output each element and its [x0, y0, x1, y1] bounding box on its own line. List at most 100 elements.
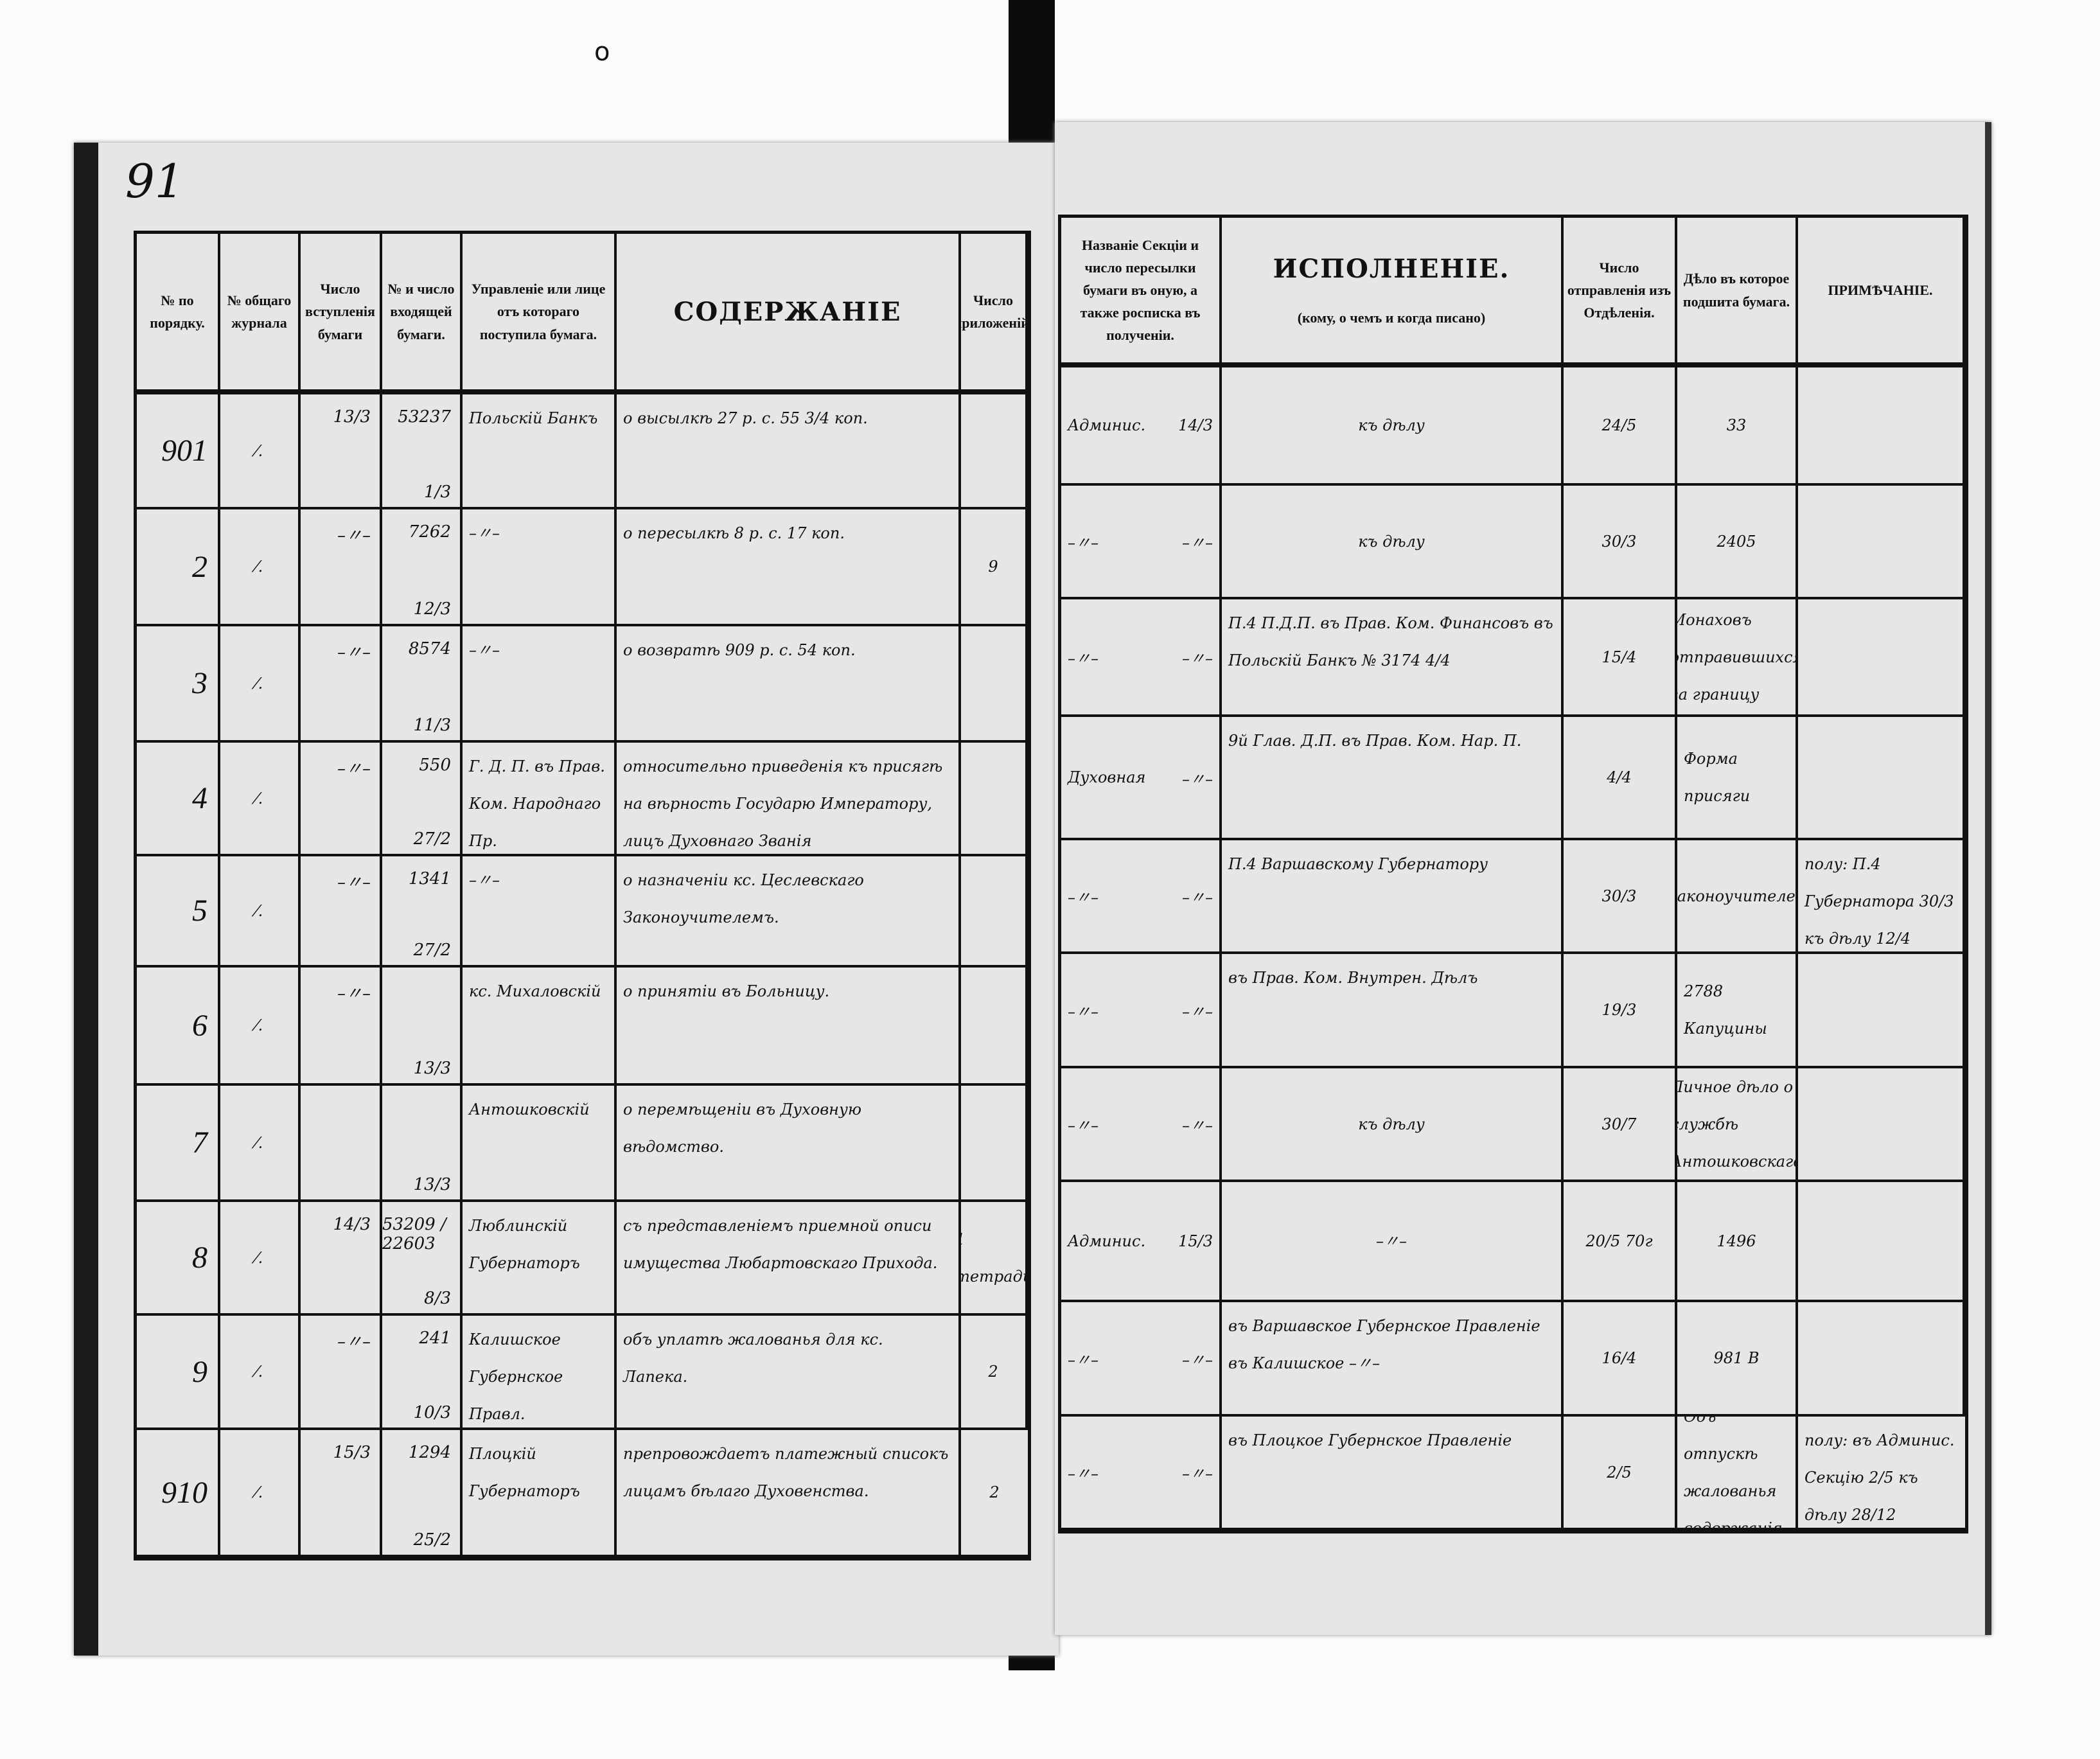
sent-date: 30/7 [1564, 1068, 1677, 1182]
received-date: –〃– [301, 968, 382, 1086]
entry-number: 3 [137, 626, 220, 743]
case-file: Объ отпускѣ жалованья содержанія [1677, 1417, 1798, 1530]
section-name: –〃– [1068, 1002, 1099, 1021]
content: о возвратѣ 909 р. с. 54 коп. [617, 626, 961, 743]
content: о пересылкѣ 8 р. с. 17 коп. [617, 509, 961, 626]
section-date: –〃– [1182, 534, 1213, 552]
journal-mark: ⁄. [220, 743, 301, 856]
incoming-number: 8574 11/3 [382, 626, 463, 743]
received-date-value: –〃– [337, 643, 371, 662]
received-date-value: 13/3 [333, 407, 371, 427]
received-date: 13/3 [301, 394, 382, 509]
journal-mark: ⁄. [220, 968, 301, 1086]
section: –〃– –〃– [1061, 1417, 1222, 1530]
sent-date: 30/3 [1564, 840, 1677, 954]
section-name: –〃– [1068, 1117, 1099, 1135]
received-date: –〃– [301, 509, 382, 626]
section-name: Админис. [1068, 1232, 1146, 1250]
section: –〃– –〃– [1061, 599, 1222, 717]
journal-mark: ⁄. [220, 1202, 301, 1316]
header-section: Названіе Секціи и число пересылки бумаги… [1061, 218, 1222, 367]
section-name: Духовная [1068, 768, 1146, 786]
header-note: ПРИМѢЧАНІЕ. [1798, 218, 1965, 367]
incoming-number: 1341 27/2 [382, 856, 463, 968]
received-date: 14/3 [301, 1202, 382, 1316]
incoming-number: 241 10/3 [382, 1316, 463, 1430]
sender: Польскій Банкъ [463, 394, 617, 509]
header-incoming-number: № и число входящей бумаги. [382, 234, 463, 394]
incoming-date-value: 11/3 [413, 716, 451, 735]
content: относительно приведенія къ присягѣ на вѣ… [617, 743, 961, 856]
note [1798, 717, 1965, 840]
section-date: –〃– [1182, 1002, 1213, 1021]
section: –〃– –〃– [1061, 1302, 1222, 1417]
header-journal-number: № общаго журнала [220, 234, 301, 394]
section: –〃– –〃– [1061, 840, 1222, 954]
attachments [961, 394, 1028, 509]
case-file: Личное дѣло о службѣ Антошковскаго [1677, 1068, 1798, 1182]
received-date-value: –〃– [337, 873, 371, 892]
right-page [1055, 122, 1991, 1635]
incoming-number: 13/3 [382, 1086, 463, 1202]
incoming-number-value: 8574 [408, 639, 451, 659]
note [1798, 367, 1965, 486]
execution: П.4 П.Д.П. въ Прав. Ком. Финансовъ въ По… [1222, 599, 1564, 717]
incoming-number: 53237 1/3 [382, 394, 463, 509]
sender: Люблинскій Губернаторъ [463, 1202, 617, 1316]
attachments [961, 856, 1028, 968]
attachments: 2 [961, 1316, 1028, 1430]
incoming-number-value: 53237 [398, 407, 451, 427]
sender: Калишское Губернское Правл. [463, 1316, 617, 1430]
incoming-number: 13/3 [382, 968, 463, 1086]
received-date-value: –〃– [337, 759, 371, 779]
incoming-number: 550 27/2 [382, 743, 463, 856]
section-date: –〃– [1182, 888, 1213, 906]
case-file: Форма присяги [1677, 717, 1798, 840]
attachments: 2 [961, 1430, 1028, 1557]
incoming-number-value: 53209 / 22603 [382, 1215, 446, 1253]
attachments: 9 [961, 509, 1028, 626]
incoming-date-value: 25/2 [413, 1530, 451, 1550]
sent-date: 16/4 [1564, 1302, 1677, 1417]
note [1798, 486, 1965, 599]
received-date-value: –〃– [337, 1332, 371, 1352]
incoming-date-value: 12/3 [413, 599, 451, 619]
note: полу: П.4 Губернатора 30/3 къ дѣлу 12/4 [1798, 840, 1965, 954]
entry-number: 8 [137, 1202, 220, 1316]
section-name: –〃– [1068, 534, 1099, 552]
sent-date: 20/5 70г [1564, 1182, 1677, 1302]
header-sender: Управленіе или лице отъ котораго поступи… [463, 234, 617, 394]
execution: къ дѣлу [1222, 367, 1564, 486]
execution: въ Прав. Ком. Внутрен. Дѣлъ [1222, 954, 1564, 1068]
journal-mark: ⁄. [220, 394, 301, 509]
entry-number: 901 [137, 394, 220, 509]
content: о принятіи въ Больницу. [617, 968, 961, 1086]
entry-number: 5 [137, 856, 220, 968]
execution: П.4 Варшавскому Губернатору [1222, 840, 1564, 954]
journal-mark: ⁄. [220, 1086, 301, 1202]
section-date: –〃– [1182, 1465, 1213, 1483]
entry-number: 4 [137, 743, 220, 856]
incoming-date-value: 27/2 [413, 941, 451, 960]
content: съ представленіемъ приемной описи имущес… [617, 1202, 961, 1316]
attachments [961, 743, 1028, 856]
content: объ уплатѣ жалованья для кс. Лапека. [617, 1316, 961, 1430]
header-execution: ИСПОЛНЕНІЕ. (кому, о чемъ и когда писано) [1222, 218, 1564, 367]
header-execution-title: ИСПОЛНЕНІЕ. [1273, 253, 1510, 284]
journal-mark: ⁄. [220, 856, 301, 968]
journal-mark: ⁄. [220, 626, 301, 743]
incoming-number-value: 241 [419, 1329, 451, 1348]
received-date: –〃– [301, 626, 382, 743]
folio-number: 91 [125, 154, 184, 208]
incoming-date-value: 13/3 [413, 1059, 451, 1078]
case-file: 2788 Капуцины [1677, 954, 1798, 1068]
sender: –〃– [463, 626, 617, 743]
header-case: Дѣло въ которое подшита бумага. [1677, 218, 1798, 367]
left-page [74, 143, 1059, 1656]
note [1798, 1068, 1965, 1182]
received-date: –〃– [301, 856, 382, 968]
section-date: –〃– [1182, 770, 1213, 788]
sent-date: 15/4 [1564, 599, 1677, 717]
execution: 9й Глав. Д.П. въ Прав. Ком. Нар. П. [1222, 717, 1564, 840]
incoming-number-value: 1341 [408, 869, 451, 888]
